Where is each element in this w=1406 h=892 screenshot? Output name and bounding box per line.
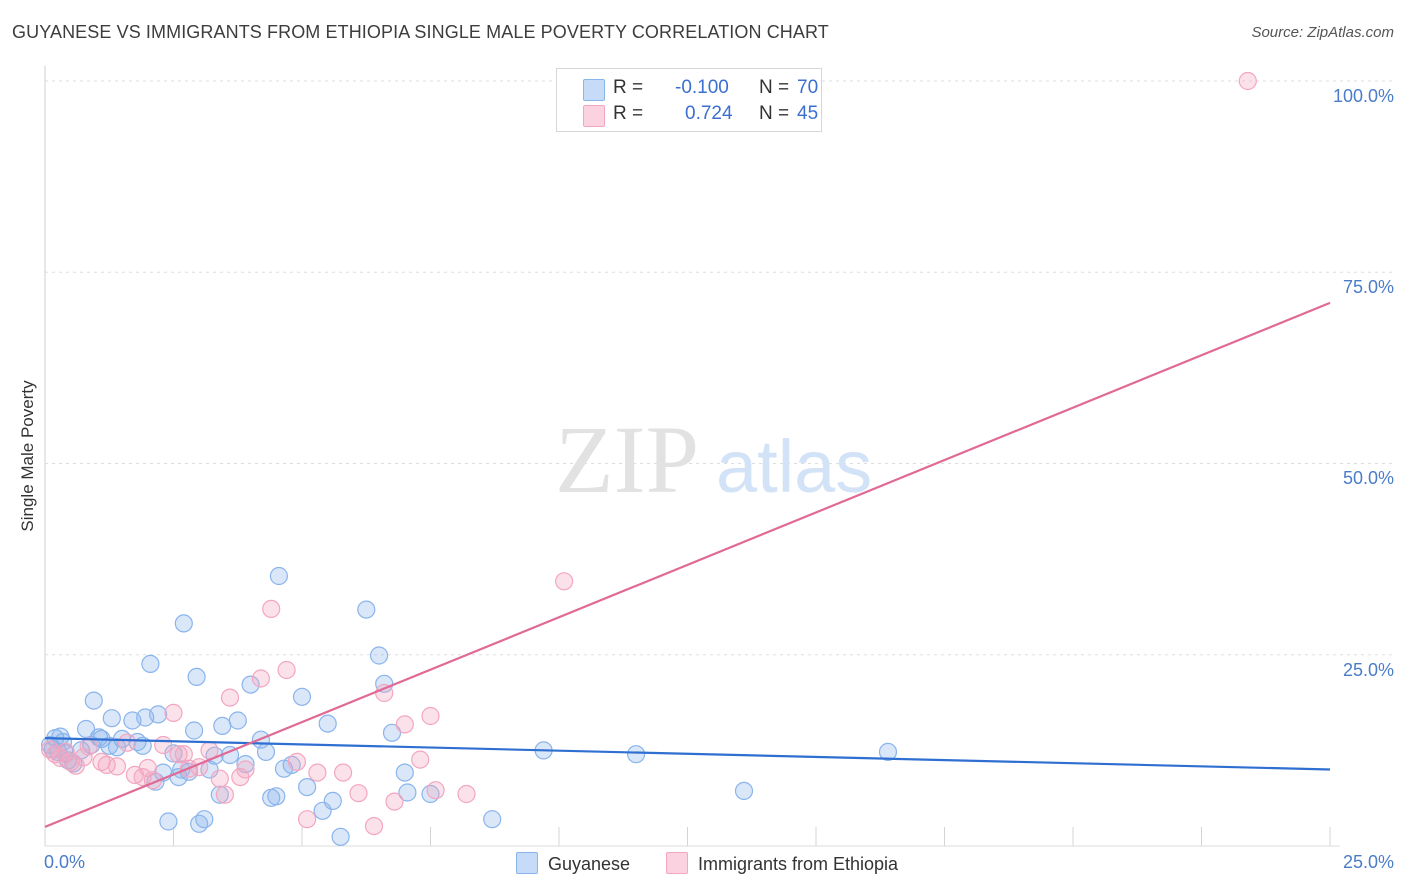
data-point (554, 572, 574, 591)
x-tick-label: 25.0% (1342, 852, 1394, 872)
data-point (118, 733, 137, 752)
data-point (411, 750, 430, 769)
data-point (483, 810, 502, 829)
data-point (174, 614, 193, 633)
data-point (56, 742, 75, 762)
data-point (318, 714, 337, 733)
data-point (292, 687, 312, 706)
data-point (256, 742, 276, 762)
swatch-guyanese (516, 852, 538, 874)
correlation-legend: R = -0.100 N = 70 R = 0.724 N = 45 (556, 68, 822, 132)
data-point (370, 646, 389, 665)
data-point (626, 745, 646, 764)
n-value: 70 (797, 77, 819, 98)
x-tick-label: 0.0% (44, 852, 86, 872)
data-point (287, 752, 306, 772)
data-point (267, 787, 286, 806)
data-point (457, 784, 476, 804)
data-point (76, 719, 96, 739)
data-point (357, 600, 376, 619)
data-point (154, 735, 173, 755)
data-point (308, 763, 327, 782)
data-point (334, 763, 353, 782)
data-point (395, 763, 414, 782)
data-point (169, 745, 188, 764)
r-value: 0.724 (685, 103, 733, 124)
data-point (262, 599, 281, 619)
trend-lines (44, 301, 1331, 828)
trend-line-ethiopia (44, 301, 1331, 828)
data-point (1238, 71, 1257, 91)
data-point (385, 792, 404, 811)
watermark-atlas: atlas (716, 425, 872, 508)
data-point (398, 783, 417, 802)
data-point (220, 688, 240, 707)
data-point (323, 791, 342, 811)
data-point (187, 667, 206, 687)
data-point (79, 737, 98, 756)
data-point (282, 755, 301, 775)
y-tick-label: 25.0% (1342, 660, 1394, 680)
data-point (277, 660, 296, 680)
watermark-zip: ZIP (555, 406, 699, 513)
series-ethiopia (40, 71, 1257, 836)
r-label: R = (613, 103, 644, 124)
data-point (395, 715, 414, 734)
data-point (141, 654, 160, 674)
data-point (269, 566, 288, 586)
data-point (349, 784, 368, 803)
data-point (298, 810, 317, 829)
data-point (298, 777, 317, 797)
legend-swatch-ethiopia (583, 105, 605, 127)
data-point (364, 816, 384, 836)
legend-label-ethiopia: Immigrants from Ethiopia (698, 854, 899, 874)
source-label: Source: ZipAtlas.com (1251, 24, 1394, 41)
trend-line-guyanese (44, 737, 1331, 771)
data-point (107, 757, 127, 776)
legend-swatch-guyanese (583, 79, 605, 101)
data-point (228, 711, 247, 730)
data-point (213, 716, 232, 736)
data-point (878, 742, 898, 762)
data-point (210, 785, 229, 804)
data-point (133, 767, 152, 787)
watermark: ZIP atlas (555, 406, 872, 513)
data-point (159, 812, 178, 831)
data-point (174, 745, 193, 764)
r-value: -0.100 (675, 77, 729, 98)
data-point (149, 705, 168, 724)
legend-item-guyanese: Guyanese (516, 852, 630, 875)
data-point (164, 703, 183, 723)
data-point (241, 675, 260, 694)
data-point (426, 781, 445, 800)
data-point (421, 706, 440, 726)
data-point (734, 781, 754, 801)
y-tick-label: 50.0% (1342, 468, 1394, 488)
y-tick-label: 75.0% (1342, 277, 1394, 297)
data-point (236, 760, 255, 779)
data-point (251, 669, 270, 688)
data-point (210, 769, 229, 788)
data-point (375, 674, 394, 693)
legend-item-ethiopia: Immigrants from Ethiopia (666, 852, 898, 875)
n-label: N = (759, 103, 790, 124)
data-point (185, 721, 204, 740)
data-point (382, 723, 402, 742)
data-point (102, 709, 121, 728)
data-point (195, 810, 214, 829)
chart-title: GUYANESE VS IMMIGRANTS FROM ETHIOPIA SIN… (12, 22, 829, 42)
swatch-ethiopia (666, 852, 688, 874)
n-value: 45 (797, 103, 819, 124)
r-label: R = (613, 77, 644, 98)
y-tick-label: 100.0% (1332, 86, 1394, 106)
legend-label-guyanese: Guyanese (548, 854, 631, 874)
data-point (84, 691, 103, 710)
data-point (74, 748, 93, 767)
data-point (215, 785, 234, 804)
n-label: N = (759, 77, 790, 98)
data-point (331, 827, 350, 846)
